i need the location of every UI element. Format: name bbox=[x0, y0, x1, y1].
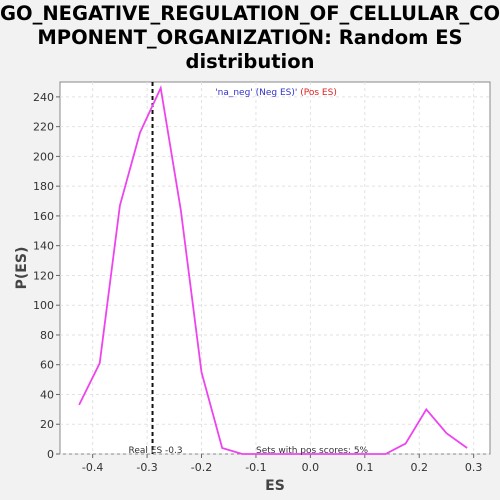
y-tick-label: 160 bbox=[33, 210, 54, 223]
x-tick-label: 0.2 bbox=[410, 461, 428, 474]
legend-neg-es: 'na_neg' (Neg ES)' bbox=[215, 88, 297, 98]
x-axis-ticks: -0.4 -0.3 -0.2 -0.1 0.0 0.1 0.2 0.3 bbox=[82, 454, 482, 474]
pos-scores-label: Sets with pos scores: 5% bbox=[256, 446, 369, 456]
y-tick-label: 40 bbox=[40, 388, 54, 401]
grid-lines bbox=[60, 82, 490, 455]
x-axis-label: ES bbox=[265, 478, 285, 494]
y-tick-label: 80 bbox=[40, 329, 54, 342]
real-es-label: Real ES -0.3 bbox=[129, 446, 183, 456]
y-tick-label: 20 bbox=[40, 418, 54, 431]
y-tick-label: 180 bbox=[33, 180, 54, 193]
chart-title-line-3: distribution bbox=[185, 50, 315, 73]
y-tick-label: 0 bbox=[47, 448, 54, 461]
x-tick-label: -0.3 bbox=[136, 461, 157, 474]
y-axis-label: P(ES) bbox=[14, 247, 30, 290]
x-tick-label: -0.2 bbox=[191, 461, 212, 474]
y-tick-label: 200 bbox=[33, 150, 54, 163]
plot-area bbox=[59, 81, 491, 455]
chart-title-line-2: MPONENT_ORGANIZATION: Random ES bbox=[37, 26, 463, 49]
legend-pos-es: (Pos ES) bbox=[297, 88, 336, 98]
series-line-es bbox=[78, 84, 468, 455]
y-tick-label: 60 bbox=[40, 359, 54, 372]
x-tick-label: -0.4 bbox=[82, 461, 103, 474]
y-axis-ticks: 0 20 40 60 80 100 120 140 160 180 200 220 240 bbox=[33, 91, 60, 461]
y-tick-label: 140 bbox=[33, 240, 54, 253]
y-tick-label: 100 bbox=[33, 299, 54, 312]
x-tick-label: -0.1 bbox=[245, 461, 266, 474]
y-tick-label: 120 bbox=[33, 269, 54, 282]
x-tick-label: 0.3 bbox=[465, 461, 483, 474]
x-tick-label: 0.1 bbox=[356, 461, 374, 474]
x-tick-label: 0.0 bbox=[302, 461, 320, 474]
chart-title-line-1: GO_NEGATIVE_REGULATION_OF_CELLULAR_CO bbox=[0, 2, 500, 25]
legend: 'na_neg' (Neg ES)' (Pos ES) bbox=[215, 88, 337, 98]
y-tick-label: 220 bbox=[33, 121, 54, 134]
chart-title: GO_NEGATIVE_REGULATION_OF_CELLULAR_CO MP… bbox=[0, 2, 500, 74]
y-tick-label: 240 bbox=[33, 91, 54, 104]
